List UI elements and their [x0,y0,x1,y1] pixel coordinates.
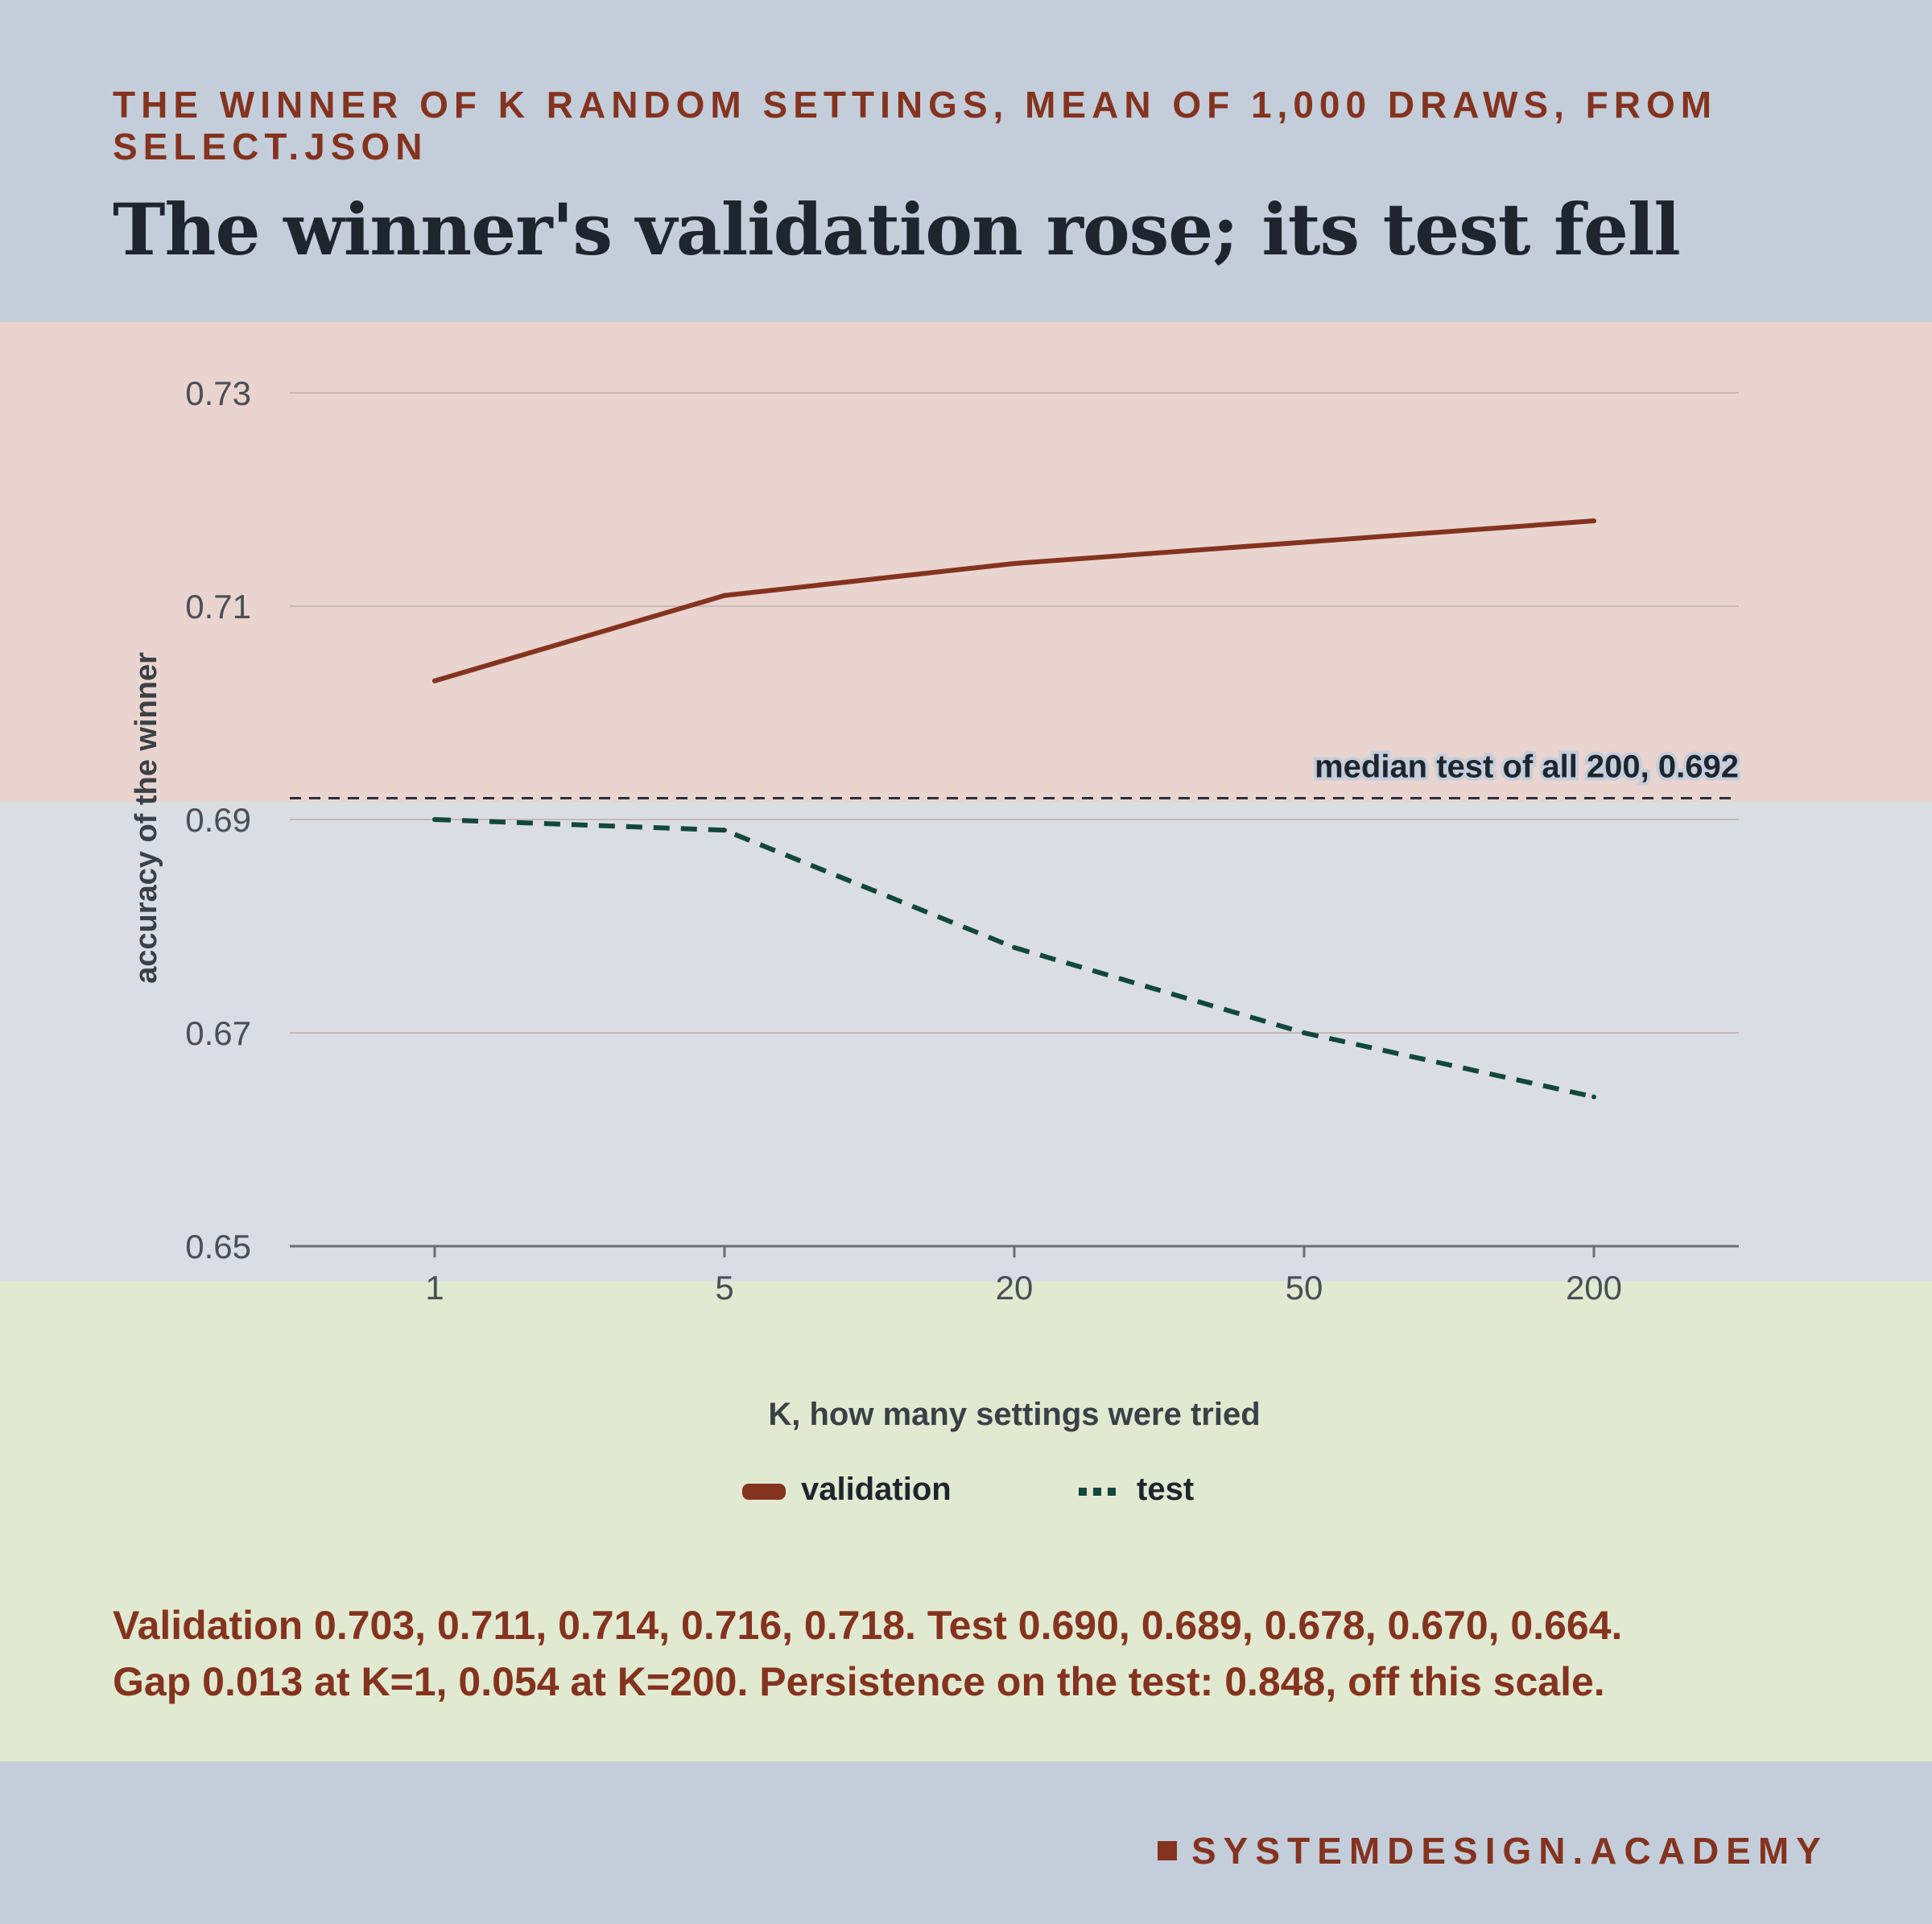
data-point-validation [1012,561,1017,566]
legend-label-test: test [1137,1472,1194,1507]
data-point-test [432,817,437,822]
y-tick-label: 0.65 [185,1228,251,1265]
x-tick-label: 1 [425,1269,444,1307]
footnote-line-2: Gap 0.013 at K=1, 0.054 at K=200. Persis… [113,1659,1605,1704]
data-point-validation [722,592,727,598]
brand-square-icon [1158,1841,1177,1860]
y-tick-label: 0.69 [185,801,251,839]
brand-band [0,1761,1932,1924]
footer-note-band [0,1282,1932,1761]
legend: validation test [742,1472,1194,1507]
x-axis-title: K, how many settings were tried [768,1397,1260,1432]
data-point-test [1012,945,1017,950]
brand-footer[interactable]: SYSTEMDESIGN.ACADEMY [1158,1829,1828,1872]
series-line-test [434,817,1595,1100]
data-point-validation [1591,518,1596,523]
series-lines [432,518,1596,1100]
y-tick-label: 0.71 [185,588,251,626]
x-tick-label: 5 [715,1269,733,1307]
legend-swatch-validation [742,1484,786,1500]
footnote-line-1: Validation 0.703, 0.711, 0.714, 0.716, 0… [113,1603,1623,1648]
data-point-test [1591,1094,1596,1100]
data-point-test [722,828,727,833]
x-tick-label: 20 [996,1269,1034,1307]
legend-label-validation: validation [801,1472,952,1507]
median-reference-label: median test of all 200, 0.692 [1315,749,1739,785]
series-line-validation [432,518,1596,683]
data-point-validation [432,678,437,683]
chart-kicker: THE WINNER OF K RANDOM SETTINGS, MEAN OF… [113,84,1718,167]
x-tick-label: 50 [1286,1269,1323,1307]
gridlines [290,392,1739,1034]
data-point-test [1302,1030,1307,1035]
x-axis-ticks: 1 5 20 50 200 [425,1246,1622,1307]
chart-footnote: Validation 0.703, 0.711, 0.714, 0.716, 0… [113,1597,1884,1710]
header-band [0,0,1932,322]
y-axis-ticks: 0.73 0.71 0.69 0.67 0.65 [185,374,251,1265]
lower-plot-band [0,802,1932,1282]
y-tick-label: 0.67 [185,1014,251,1052]
reference-line-group: median test of all 200, 0.692 [290,746,1742,799]
data-point-validation [1302,539,1307,545]
upper-plot-band [0,322,1932,802]
chart-title: The winner's validation rose; its test f… [113,188,1681,271]
y-axis-title: accuracy of the winner [130,652,163,984]
y-tick-label: 0.73 [185,374,251,412]
line-chart: 0.73 0.71 0.69 0.67 0.65 1 5 20 50 200 median te… [130,374,1742,1507]
brand-name: SYSTEMDESIGN.ACADEMY [1191,1830,1828,1872]
x-tick-label: 200 [1566,1269,1622,1307]
